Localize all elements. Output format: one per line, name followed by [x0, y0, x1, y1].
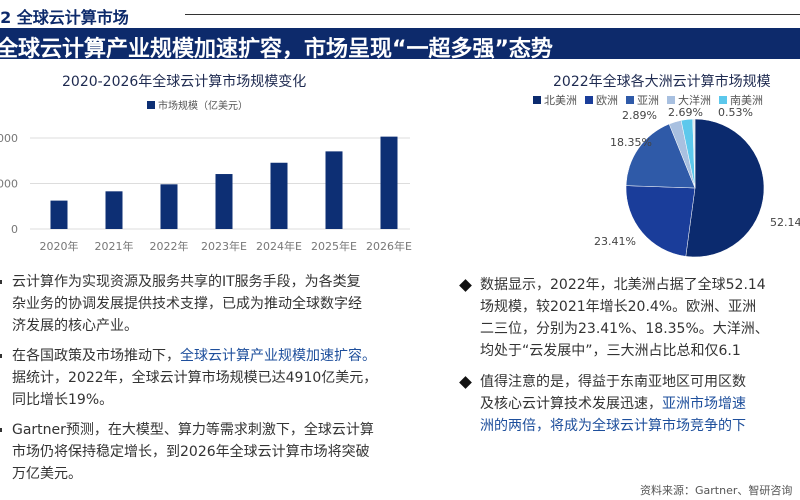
bullet-dot [0, 428, 2, 432]
bullet-1: 云计算作为实现资源及服务共享的IT服务手段，为各类复 杂业务的协调发展提供技术支撑… [12, 274, 362, 334]
legend-swatch [147, 101, 155, 109]
pie-label: 23.41% [594, 235, 636, 248]
bullet-r1: 数据显示，2022年，北美洲占据了全球52.14 场规模，较2021年增长20.4… [480, 277, 769, 359]
source-note: 资料来源：Gartner、智研咨询 [640, 484, 793, 497]
x-tick-label: 2020年 [40, 239, 79, 253]
x-tick-label: 2026年E [366, 239, 412, 253]
legend-label: 市场规模（亿美元） [158, 101, 248, 112]
pie-legend: 北美洲 欧洲 亚洲 大洋洲 南美洲 [533, 92, 771, 108]
pie-chart: 52.14% 23.41% 18.35% 2.89% 2.69% 0.53% [594, 106, 800, 258]
x-tick-label: 2025年E [311, 239, 357, 253]
bar [160, 184, 178, 229]
title-banner [0, 28, 800, 59]
bar [380, 136, 398, 229]
bar [325, 151, 343, 229]
pie-label: 2.69% [668, 106, 703, 119]
bar-chart: 0 5000 10000 2020年 2021年 2022年 2023年E 2024年E 202… [0, 132, 412, 253]
bullet-dot [0, 280, 2, 284]
page-title: 全球云计算产业规模加速扩容，市场呈现“一超多强”态势 [0, 37, 553, 62]
bar [215, 174, 233, 229]
legend-item: 欧洲 [585, 94, 618, 107]
diamond-bullet-icon [459, 376, 472, 389]
legend-item: 北美洲 [533, 94, 577, 107]
bar [50, 200, 68, 229]
legend-item: 大洋洲 [667, 94, 711, 107]
y-tick-label: 5000 [0, 178, 18, 191]
bullet-r2: 值得注意的是，得益于东南亚地区可用区数 及核心云计算技术发展迅速，亚洲市场增速 洲的… [480, 374, 746, 434]
bullet-2: 在各国政策及市场推动下，全球云计算产业规模加速扩容。 据统计，2022年，全球云计… [12, 348, 378, 408]
pie-label: 18.35% [610, 136, 652, 149]
section-heading: .2 全球云计算市场 [0, 8, 129, 27]
left-bullets: 云计算作为实现资源及服务共享的IT服务手段，为各类复 杂业务的协调发展提供技术支撑… [12, 271, 377, 485]
bar [270, 162, 288, 229]
legend-item: 亚洲 [626, 94, 659, 107]
bullet-dot [0, 354, 2, 358]
x-tick-label: 2024年E [256, 239, 302, 253]
x-tick-label: 2021年 [95, 239, 134, 253]
pie-label: 2.89% [622, 109, 657, 122]
pie-slice [625, 185, 696, 257]
x-tick-label: 2022年 [150, 239, 189, 253]
pie-slice [692, 118, 696, 189]
pie-label: 0.53% [718, 106, 753, 119]
pie-chart-title: 2022年全球各大洲云计算市场规模 [553, 74, 771, 90]
bar-legend: 市场规模（亿美元） [147, 97, 248, 112]
pie-label: 52.14% [770, 216, 800, 229]
pie-slice [685, 118, 765, 258]
bullet-3: Gartner预测，在大模型、算力等需求刺激下，全球云计算 市场仍将保持稳定增长，… [12, 422, 374, 482]
pie-slice [625, 123, 696, 189]
y-tick-label: 0 [11, 223, 18, 236]
legend-item: 南美洲 [719, 94, 763, 107]
bar-chart-title: 2020-2026年全球云计算市场规模变化 [62, 74, 307, 90]
bar [105, 191, 123, 229]
x-tick-label: 2023年E [201, 239, 247, 253]
right-bullets: 数据显示，2022年，北美洲占据了全球52.14 场规模，较2021年增长20.4… [480, 274, 800, 437]
diamond-bullet-icon [459, 279, 472, 292]
y-tick-label: 10000 [0, 132, 18, 145]
divider [185, 14, 800, 15]
